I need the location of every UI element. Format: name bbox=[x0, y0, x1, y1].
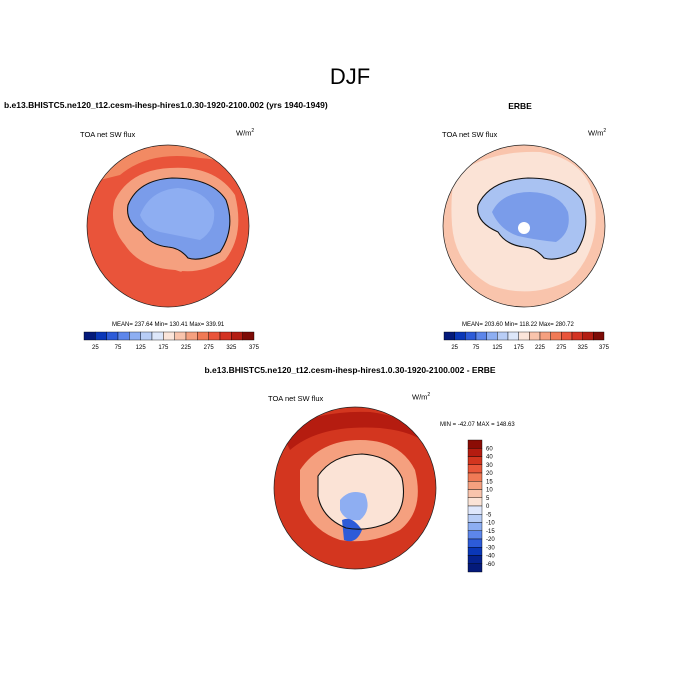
colorbar-swatch bbox=[467, 456, 483, 465]
colorbar-swatch bbox=[467, 555, 483, 564]
units-label-diff: W/m2 bbox=[412, 392, 431, 402]
colorbar-swatch bbox=[467, 464, 483, 474]
colorbar-swatch bbox=[467, 530, 483, 540]
colorbar-swatch bbox=[443, 331, 455, 341]
colorbar-tick-label: 30 bbox=[486, 463, 493, 469]
colorbar-tick-label: 125 bbox=[136, 345, 147, 351]
colorbar-swatch bbox=[174, 331, 187, 341]
colorbar-swatch bbox=[539, 331, 551, 341]
colorbar-tick-label: 25 bbox=[92, 345, 99, 351]
colorbar-swatch bbox=[467, 489, 483, 498]
colorbar-tick-label: -40 bbox=[486, 554, 495, 560]
colorbar-swatch bbox=[467, 514, 483, 523]
colorbar-swatch bbox=[467, 547, 483, 556]
colorbar-swatch bbox=[95, 331, 107, 341]
colorbar-swatch bbox=[467, 497, 483, 507]
variable-label-obs: TOA net SW flux bbox=[442, 130, 498, 139]
units-label-obs: W/m2 bbox=[588, 128, 607, 138]
colorbar-tick-label: -20 bbox=[486, 537, 495, 543]
colorbar-swatch bbox=[467, 448, 483, 457]
stats-obs: MEAN= 203.60 Min= 118.22 Max= 280.72 bbox=[462, 322, 574, 328]
colorbar-swatch bbox=[185, 331, 198, 341]
colorbar-swatch bbox=[529, 331, 541, 341]
colorbar-swatch bbox=[83, 331, 96, 341]
colorbar-swatch bbox=[163, 331, 175, 341]
colorbar-tick-label: 60 bbox=[486, 446, 493, 452]
colorbar-swatch bbox=[475, 331, 487, 341]
panel-title-obs: ERBE bbox=[508, 101, 532, 111]
colorbar-tick-label: 225 bbox=[181, 345, 192, 351]
colorbar-swatch bbox=[467, 538, 483, 548]
colorbar-swatch bbox=[197, 331, 209, 341]
colorbar-tick-label: 175 bbox=[514, 345, 525, 351]
colorbar-tick-label: 40 bbox=[486, 455, 493, 461]
colorbar-swatch bbox=[582, 331, 594, 341]
colorbar-swatch bbox=[219, 331, 232, 341]
colorbar-tick-label: 5 bbox=[486, 496, 490, 502]
colorbar-swatch bbox=[208, 331, 221, 341]
colorbar-swatch bbox=[593, 331, 605, 341]
colorbar-tick-label: 275 bbox=[556, 345, 567, 351]
stats-diff: MIN = -42.07 MAX = 148.63 bbox=[440, 422, 515, 428]
colorbar-diff: 60 40 30 20 15 10 5 0 -5 -10 -15 -20 -30 -40 -60 bbox=[467, 439, 495, 573]
units-label-model: W/m2 bbox=[236, 128, 255, 138]
colorbar-swatch bbox=[467, 439, 483, 449]
colorbar-swatch bbox=[518, 331, 530, 341]
panel-title-diff: b.e13.BHISTC5.ne120_t12.cesm-ihesp-hires… bbox=[204, 365, 496, 375]
colorbar-swatch bbox=[106, 331, 119, 341]
colorbar-swatch bbox=[486, 331, 498, 341]
colorbar-swatch bbox=[467, 481, 483, 490]
page-title: DJF bbox=[329, 64, 371, 89]
colorbar-swatch bbox=[507, 331, 519, 341]
colorbar-swatch bbox=[550, 331, 562, 341]
colorbar-tick-label: -15 bbox=[486, 529, 495, 535]
colorbar-tick-label: 20 bbox=[486, 471, 493, 477]
colorbar-swatch bbox=[467, 522, 483, 531]
colorbar-tick-label: 75 bbox=[473, 345, 480, 351]
colorbar-tick-label: 25 bbox=[451, 345, 458, 351]
colorbar-swatch bbox=[140, 331, 153, 341]
colorbar-tick-label: 375 bbox=[249, 345, 260, 351]
colorbar-swatch bbox=[467, 505, 483, 515]
colorbar-tick-label: 75 bbox=[115, 345, 122, 351]
colorbar-swatch bbox=[454, 331, 466, 341]
colorbar-tick-label: -5 bbox=[486, 512, 492, 518]
colorbar-swatch bbox=[465, 331, 477, 341]
colorbar-swatch bbox=[571, 331, 583, 341]
colorbar-swatch bbox=[117, 331, 130, 341]
colorbar-swatch bbox=[467, 472, 483, 482]
colorbar-tick-label: 15 bbox=[486, 479, 493, 485]
stats-model: MEAN= 237.64 Min= 130.41 Max= 339.91 bbox=[112, 322, 225, 328]
map-obs bbox=[443, 145, 605, 307]
variable-label-model: TOA net SW flux bbox=[80, 130, 136, 139]
colorbar-tick-label: 0 bbox=[486, 504, 490, 510]
colorbar-swatch bbox=[561, 331, 573, 341]
colorbar-swatch bbox=[497, 331, 509, 341]
colorbar-tick-label: 175 bbox=[158, 345, 169, 351]
colorbar-tick-label: -10 bbox=[486, 521, 495, 527]
map-diff bbox=[274, 407, 436, 569]
panel-title-model: b.e13.BHISTC5.ne120_t12.cesm-ihesp-hires… bbox=[4, 100, 328, 110]
colorbar-swatch bbox=[467, 563, 483, 573]
colorbar-swatch bbox=[151, 331, 164, 341]
colorbar-obs: 25 75 125 175 225 275 325 375 bbox=[443, 331, 610, 351]
colorbar-tick-label: 375 bbox=[599, 345, 610, 351]
colorbar-tick-label: 325 bbox=[578, 345, 589, 351]
colorbar-tick-label: -30 bbox=[486, 545, 495, 551]
colorbar-tick-label: 225 bbox=[535, 345, 546, 351]
colorbar-tick-label: 275 bbox=[204, 345, 215, 351]
colorbar-swatch bbox=[231, 331, 243, 341]
colorbar-tick-label: 325 bbox=[226, 345, 237, 351]
colorbar-model: 25 75 125 175 225 275 325 375 bbox=[83, 331, 260, 351]
variable-label-diff: TOA net SW flux bbox=[268, 394, 324, 403]
colorbar-swatch bbox=[129, 331, 141, 341]
colorbar-tick-label: 125 bbox=[492, 345, 503, 351]
map-model bbox=[87, 145, 249, 307]
colorbar-tick-label: -60 bbox=[486, 562, 495, 568]
colorbar-swatch bbox=[242, 331, 255, 341]
colorbar-tick-label: 10 bbox=[486, 488, 493, 494]
